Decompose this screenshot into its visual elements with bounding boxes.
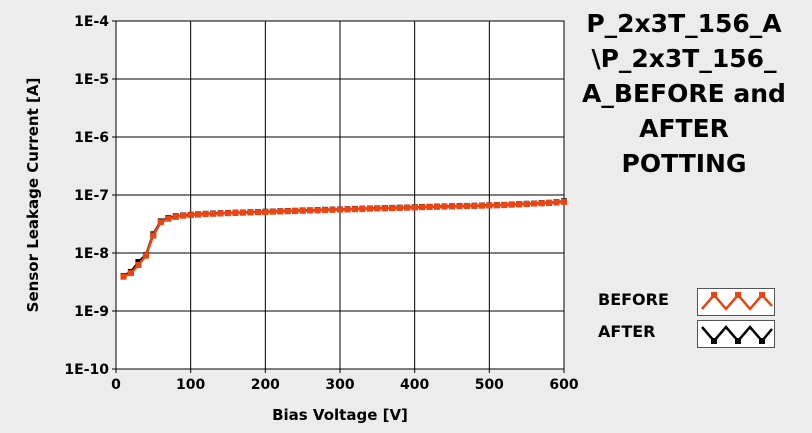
data-point-before xyxy=(142,252,149,259)
x-tick-label: 200 xyxy=(251,377,280,393)
data-point-before xyxy=(411,204,418,211)
x-axis-ticks: 0 100 200 300 400 500 600 xyxy=(111,369,579,393)
legend-marker-after-2 xyxy=(735,338,741,344)
data-point-before xyxy=(195,211,202,218)
legend-label-before: BEFORE xyxy=(598,290,669,309)
data-point-before xyxy=(329,206,336,213)
data-point-before xyxy=(299,207,306,214)
data-point-before xyxy=(553,199,560,206)
x-tick-label: 400 xyxy=(400,377,429,393)
y-axis-title: Sensor Leakage Current [A] xyxy=(24,78,42,313)
data-point-before xyxy=(307,207,314,214)
y-tick-label: 1E-7 xyxy=(74,188,109,204)
data-point-before xyxy=(508,201,515,208)
data-point-before xyxy=(351,206,358,213)
series-layer xyxy=(120,198,567,280)
data-point-before xyxy=(419,204,426,211)
data-point-before xyxy=(150,232,157,239)
legend: BEFORE AFTER xyxy=(590,284,780,348)
data-point-before xyxy=(157,219,164,226)
data-point-before xyxy=(456,203,463,210)
data-point-before xyxy=(486,202,493,209)
grid-lines xyxy=(116,21,564,369)
wave-orange-icon[interactable] xyxy=(697,288,775,316)
data-point-before xyxy=(523,201,530,207)
y-tick-label: 1E-10 xyxy=(64,362,109,378)
data-point-before xyxy=(471,202,478,209)
data-point-before xyxy=(531,200,538,207)
y-tick-label: 1E-5 xyxy=(74,72,109,88)
x-tick-label: 100 xyxy=(176,377,205,393)
legend-marker-before-3 xyxy=(759,292,765,298)
data-point-before xyxy=(493,202,500,209)
data-point-before xyxy=(314,207,321,214)
data-point-before xyxy=(337,206,343,213)
data-point-before xyxy=(202,211,209,217)
data-point-before xyxy=(404,204,411,211)
data-point-before xyxy=(187,212,194,219)
x-axis-title: Bias Voltage [V] xyxy=(272,406,408,424)
data-point-before xyxy=(254,209,261,216)
legend-item-after[interactable]: AFTER xyxy=(590,318,780,348)
y-axis-ticks: 1E-10 1E-9 1E-8 1E-7 1E-6 1E-5 1E-4 xyxy=(64,14,116,378)
data-point-before xyxy=(322,207,329,214)
y-tick-label: 1E-4 xyxy=(74,14,109,30)
data-point-before xyxy=(127,270,134,277)
legend-marker-after-3 xyxy=(759,338,765,344)
chart-title: P_2x3T_156_A \P_2x3T_156_ A_BEFORE and A… xyxy=(582,9,786,178)
data-point-before xyxy=(120,273,127,280)
legend-label-after: AFTER xyxy=(598,322,656,341)
data-point-before xyxy=(366,205,373,212)
data-point-before xyxy=(180,212,187,219)
data-point-before xyxy=(172,213,179,220)
data-point-before xyxy=(426,204,433,210)
data-point-before xyxy=(292,208,299,214)
data-point-before xyxy=(441,203,448,210)
data-point-before xyxy=(381,205,388,212)
data-point-before xyxy=(374,205,381,212)
data-point-before xyxy=(247,209,254,216)
x-tick-label: 600 xyxy=(549,377,578,393)
data-point-before xyxy=(284,208,291,215)
y-tick-label: 1E-8 xyxy=(74,246,109,262)
data-point-before xyxy=(389,205,396,212)
data-point-before xyxy=(516,201,523,208)
y-tick-label: 1E-9 xyxy=(74,304,109,320)
data-point-before xyxy=(449,203,455,210)
data-point-before xyxy=(239,209,246,216)
data-point-before xyxy=(232,210,239,216)
data-point-before xyxy=(463,203,470,209)
data-point-before xyxy=(538,200,545,207)
data-point-before xyxy=(269,208,276,215)
x-tick-label: 500 xyxy=(475,377,504,393)
data-point-before xyxy=(210,210,217,217)
data-point-before xyxy=(478,202,485,209)
data-point-before xyxy=(561,198,567,205)
y-tick-label: 1E-6 xyxy=(74,130,109,146)
data-point-before xyxy=(546,199,553,206)
data-point-before xyxy=(225,210,231,217)
data-point-before xyxy=(165,215,172,222)
wave-black-icon[interactable] xyxy=(697,320,775,348)
data-point-before xyxy=(434,203,441,210)
x-tick-label: 300 xyxy=(325,377,354,393)
legend-marker-after-1 xyxy=(711,338,717,344)
data-point-before xyxy=(262,209,269,215)
data-point-before xyxy=(135,262,142,268)
data-point-before xyxy=(217,210,224,217)
data-point-before xyxy=(396,204,403,211)
legend-item-before[interactable]: BEFORE xyxy=(590,286,780,316)
legend-marker-before-2 xyxy=(735,292,741,298)
data-point-before xyxy=(359,205,366,212)
data-point-before xyxy=(344,206,351,213)
data-point-before xyxy=(501,202,508,209)
x-tick-label: 0 xyxy=(111,377,121,393)
data-point-before xyxy=(277,208,284,215)
legend-marker-before-1 xyxy=(711,292,717,298)
